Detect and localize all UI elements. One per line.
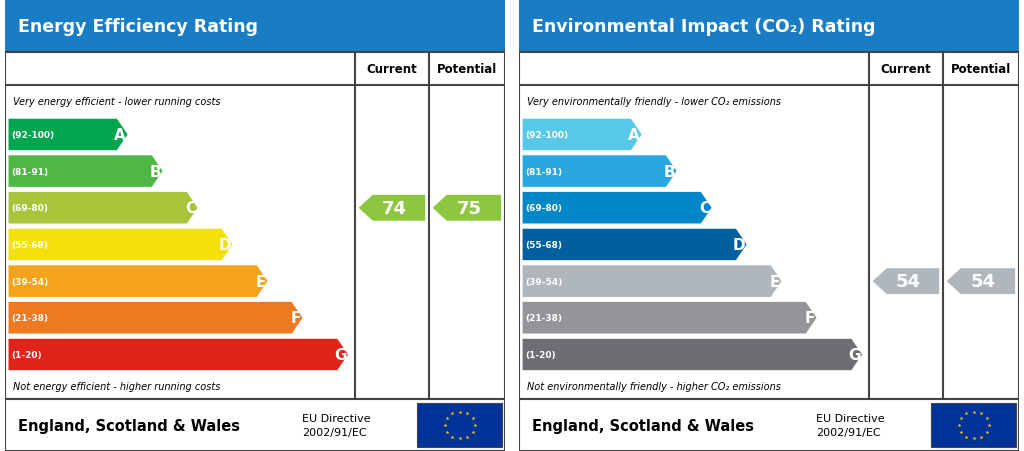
Text: Very environmentally friendly - lower CO₂ emissions: Very environmentally friendly - lower CO…	[526, 97, 780, 106]
Text: A: A	[115, 128, 126, 143]
Text: England, Scotland & Wales: England, Scotland & Wales	[17, 418, 240, 433]
Text: A: A	[629, 128, 640, 143]
Polygon shape	[358, 195, 425, 221]
FancyBboxPatch shape	[5, 399, 505, 451]
Text: (92-100): (92-100)	[11, 131, 54, 140]
FancyBboxPatch shape	[519, 0, 1019, 53]
Text: (21-38): (21-38)	[11, 313, 48, 322]
Text: C: C	[699, 201, 710, 216]
Text: Potential: Potential	[436, 63, 497, 76]
Text: Not energy efficient - higher running costs: Not energy efficient - higher running co…	[12, 381, 220, 391]
Text: B: B	[664, 164, 675, 179]
Text: Environmental Impact (CO₂) Rating: Environmental Impact (CO₂) Rating	[531, 18, 876, 36]
Polygon shape	[947, 269, 1015, 295]
Text: C: C	[185, 201, 196, 216]
Polygon shape	[8, 192, 198, 225]
Polygon shape	[522, 302, 817, 334]
Text: (55-68): (55-68)	[11, 240, 48, 249]
Text: Potential: Potential	[950, 63, 1011, 76]
Text: EU Directive
2002/91/EC: EU Directive 2002/91/EC	[816, 414, 885, 437]
Text: EU Directive
2002/91/EC: EU Directive 2002/91/EC	[302, 414, 371, 437]
Polygon shape	[8, 156, 163, 188]
FancyBboxPatch shape	[519, 399, 1019, 451]
Text: (1-20): (1-20)	[525, 350, 556, 359]
Text: 54: 54	[971, 272, 996, 290]
Text: (92-100): (92-100)	[525, 131, 568, 140]
Text: Energy Efficiency Rating: Energy Efficiency Rating	[17, 18, 258, 36]
Polygon shape	[522, 119, 642, 151]
Text: Not environmentally friendly - higher CO₂ emissions: Not environmentally friendly - higher CO…	[526, 381, 780, 391]
Polygon shape	[8, 265, 268, 298]
Text: G: G	[334, 347, 346, 362]
Polygon shape	[8, 119, 128, 151]
Text: D: D	[218, 237, 231, 253]
FancyBboxPatch shape	[5, 53, 505, 399]
Text: G: G	[848, 347, 860, 362]
FancyBboxPatch shape	[932, 403, 1017, 447]
Polygon shape	[8, 302, 303, 334]
Polygon shape	[522, 265, 782, 298]
Text: F: F	[291, 311, 301, 326]
FancyBboxPatch shape	[418, 403, 503, 447]
Text: E: E	[770, 274, 780, 289]
Text: D: D	[732, 237, 745, 253]
Text: (69-80): (69-80)	[11, 204, 48, 213]
Polygon shape	[872, 269, 939, 295]
Text: (39-54): (39-54)	[11, 277, 48, 286]
Text: England, Scotland & Wales: England, Scotland & Wales	[531, 418, 754, 433]
Polygon shape	[522, 339, 862, 371]
Polygon shape	[522, 229, 748, 261]
Text: Very energy efficient - lower running costs: Very energy efficient - lower running co…	[12, 97, 220, 106]
Polygon shape	[8, 339, 348, 371]
Text: 75: 75	[457, 199, 482, 217]
Text: 54: 54	[896, 272, 921, 290]
Polygon shape	[522, 156, 677, 188]
FancyBboxPatch shape	[5, 0, 505, 53]
Text: (69-80): (69-80)	[525, 204, 562, 213]
Polygon shape	[522, 192, 712, 225]
Text: F: F	[805, 311, 815, 326]
Text: (81-91): (81-91)	[11, 167, 48, 176]
Text: (1-20): (1-20)	[11, 350, 42, 359]
Text: (81-91): (81-91)	[525, 167, 562, 176]
Polygon shape	[433, 195, 501, 221]
Text: 74: 74	[382, 199, 407, 217]
Text: Current: Current	[367, 63, 417, 76]
Polygon shape	[8, 229, 233, 261]
Text: B: B	[150, 164, 161, 179]
Text: Current: Current	[881, 63, 931, 76]
FancyBboxPatch shape	[519, 53, 1019, 399]
Text: (21-38): (21-38)	[525, 313, 562, 322]
Text: (39-54): (39-54)	[525, 277, 562, 286]
Text: E: E	[256, 274, 266, 289]
Text: (55-68): (55-68)	[525, 240, 562, 249]
